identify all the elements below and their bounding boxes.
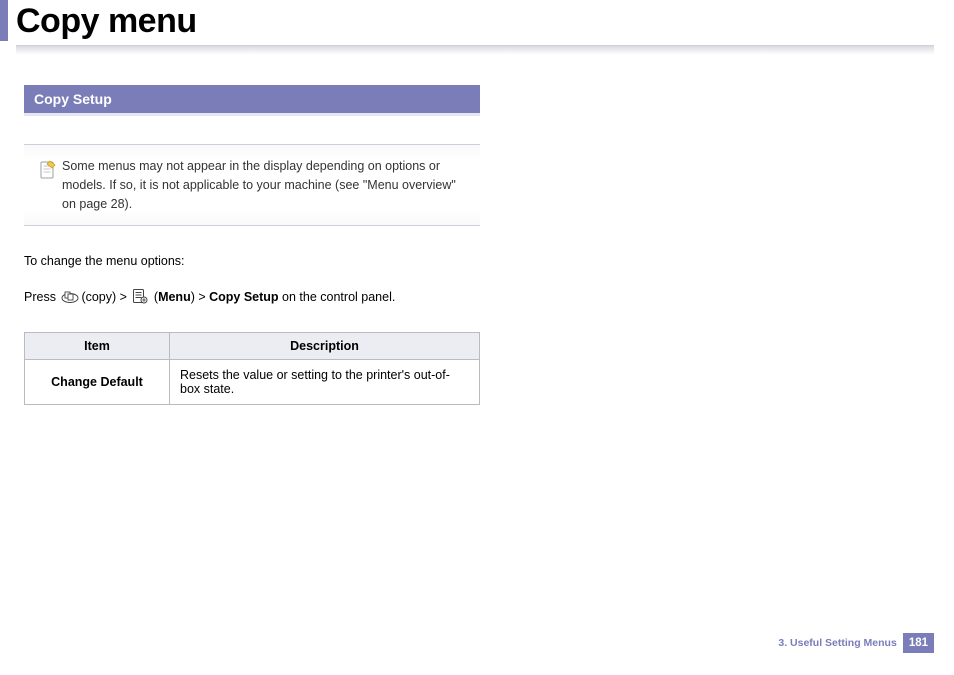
page-title: Copy menu xyxy=(16,0,197,41)
intro-text: To change the menu options: xyxy=(24,252,480,271)
options-table: Item Description Change Default Resets t… xyxy=(24,332,480,405)
instr-menu-open: ( xyxy=(150,290,158,304)
instr-prefix: Press xyxy=(24,290,59,304)
menu-icon xyxy=(132,288,148,310)
instr-setup-word: Copy Setup xyxy=(209,290,278,304)
footer-page-number: 181 xyxy=(903,633,934,653)
instr-menu-word: Menu xyxy=(158,290,191,304)
content-column: Copy Setup Some menus may not appear in … xyxy=(0,55,480,405)
section-header: Copy Setup xyxy=(24,85,480,116)
table-cell-item: Change Default xyxy=(25,360,170,405)
page-title-wrap: Copy menu xyxy=(0,0,954,41)
note-text: Some menus may not appear in the display… xyxy=(62,157,466,213)
title-accent-bar xyxy=(0,0,8,41)
table-header-desc: Description xyxy=(170,333,480,360)
table-header-item: Item xyxy=(25,333,170,360)
instr-menu-close: ) > xyxy=(191,290,209,304)
instr-suffix: on the control panel. xyxy=(279,290,396,304)
table-cell-desc: Resets the value or setting to the print… xyxy=(170,360,480,405)
footer-chapter: 3. Useful Setting Menus xyxy=(778,637,896,649)
copy-icon xyxy=(61,290,79,310)
page-footer: 3. Useful Setting Menus 181 xyxy=(778,633,934,653)
note-icon xyxy=(34,157,62,213)
instruction-line: Press (copy) > (Menu) > Copy Setup on th… xyxy=(24,287,480,310)
instr-copy-label: (copy) > xyxy=(81,290,130,304)
table-row: Change Default Resets the value or setti… xyxy=(25,360,480,405)
note-box: Some menus may not appear in the display… xyxy=(24,144,480,226)
title-underline xyxy=(16,45,934,55)
